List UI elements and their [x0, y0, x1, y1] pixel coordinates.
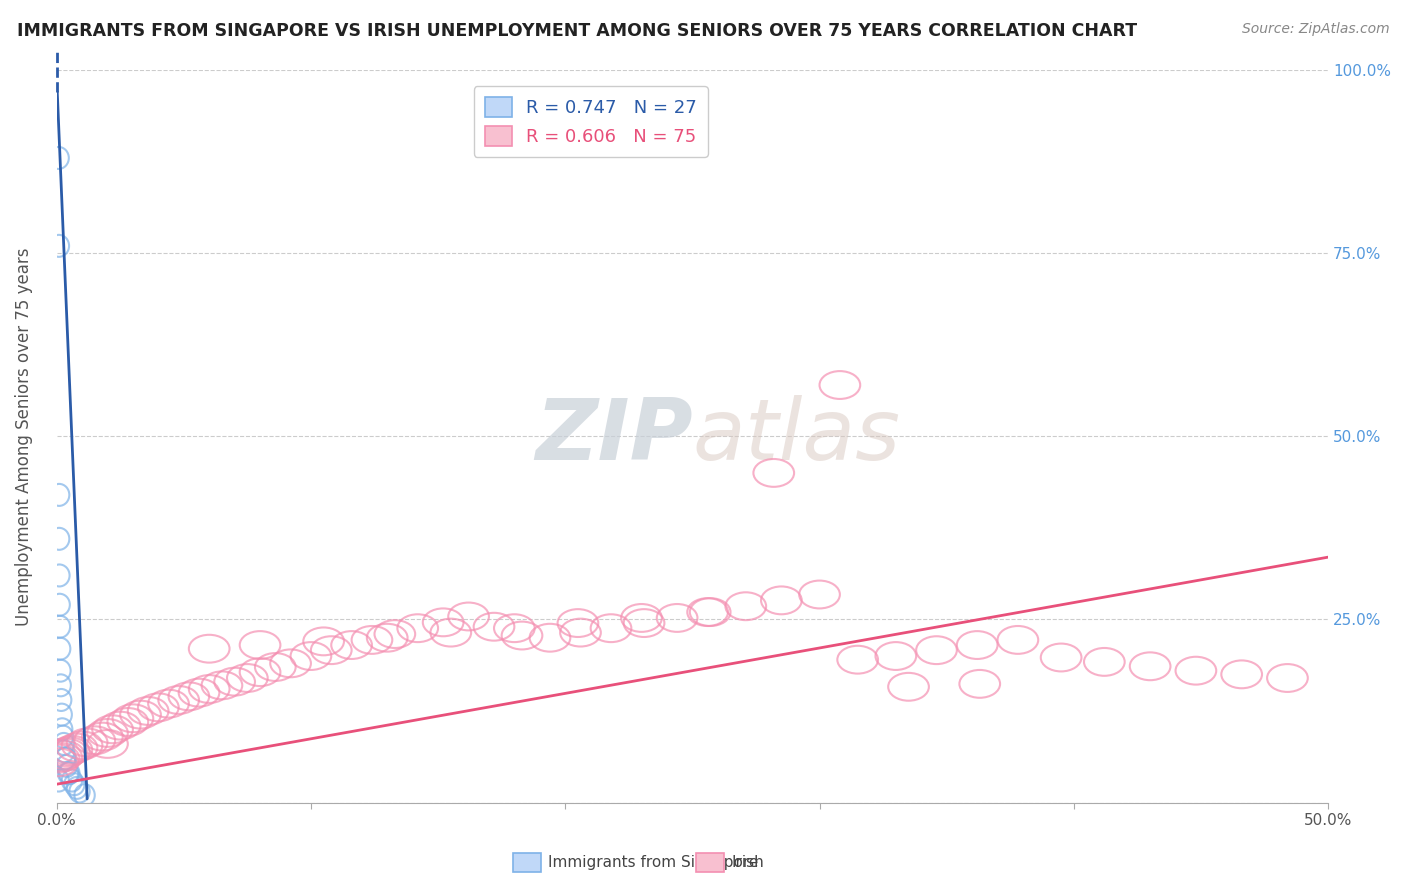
Legend: R = 0.747   N = 27, R = 0.606   N = 75: R = 0.747 N = 27, R = 0.606 N = 75: [474, 87, 707, 157]
Text: atlas: atlas: [692, 395, 900, 478]
Text: IMMIGRANTS FROM SINGAPORE VS IRISH UNEMPLOYMENT AMONG SENIORS OVER 75 YEARS CORR: IMMIGRANTS FROM SINGAPORE VS IRISH UNEMP…: [17, 22, 1137, 40]
Text: Source: ZipAtlas.com: Source: ZipAtlas.com: [1241, 22, 1389, 37]
Text: Immigrants from Singapore: Immigrants from Singapore: [548, 855, 759, 870]
Text: Irish: Irish: [731, 855, 763, 870]
Y-axis label: Unemployment Among Seniors over 75 years: Unemployment Among Seniors over 75 years: [15, 247, 32, 625]
Text: ZIP: ZIP: [534, 395, 692, 478]
